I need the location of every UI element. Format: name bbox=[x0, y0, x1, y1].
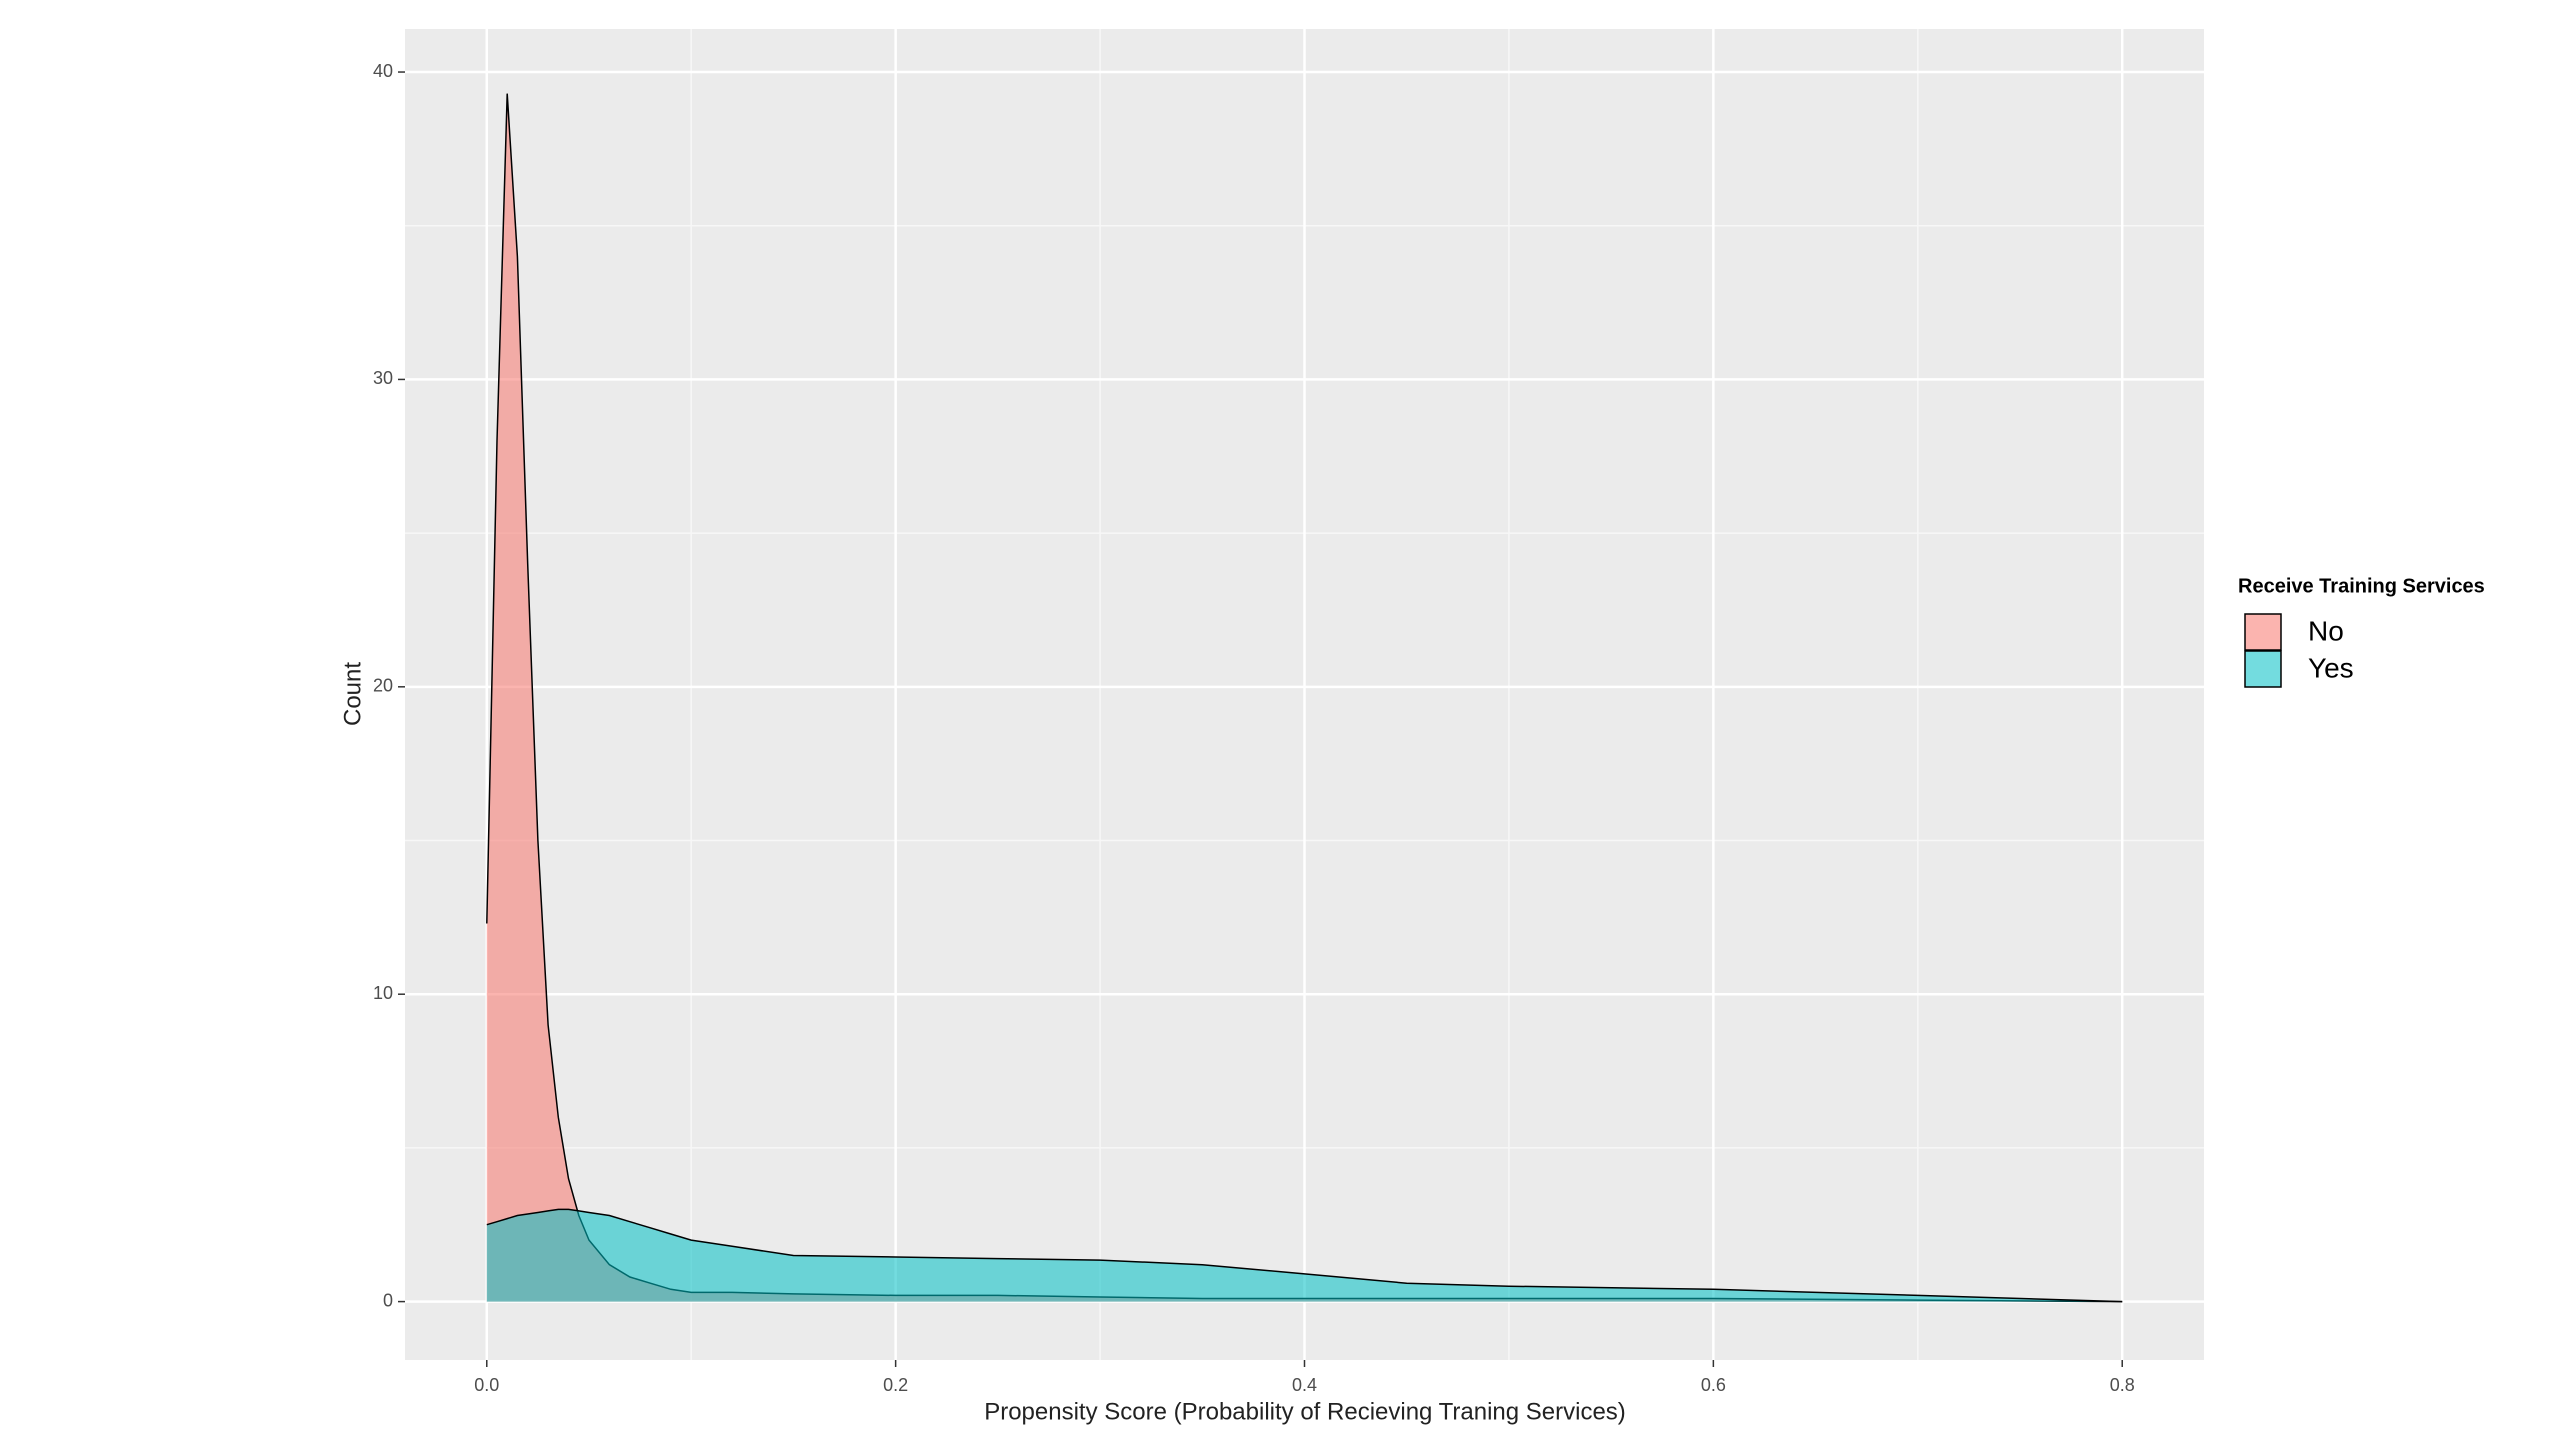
y-tick-label: 10 bbox=[373, 983, 393, 1003]
density-line bbox=[486, 1208, 2123, 1303]
y-tick-label: 40 bbox=[373, 61, 393, 81]
x-tick-label: 0.6 bbox=[1701, 1375, 1726, 1395]
areas bbox=[486, 93, 2123, 1303]
x-tick-label: 0.4 bbox=[1292, 1375, 1317, 1395]
x-tick-label: 0.0 bbox=[474, 1375, 499, 1395]
legend-key bbox=[2244, 650, 2282, 688]
x-tick-label: 0.8 bbox=[2110, 1375, 2135, 1395]
legend-label: No bbox=[2308, 615, 2344, 646]
legend-key bbox=[2244, 613, 2282, 651]
axes: 0.0 0.2 0.4 0.6 0.8 0 10 20 30 40 bbox=[373, 61, 2135, 1395]
legend-title: Receive Training Services bbox=[2238, 575, 2485, 597]
y-tick-label: 0 bbox=[383, 1290, 393, 1310]
x-axis-title: Propensity Score (Probability of Recievi… bbox=[984, 1398, 1626, 1425]
legend: No Yes bbox=[2244, 613, 2354, 688]
legend-label: Yes bbox=[2308, 652, 2354, 683]
density-fill bbox=[486, 1209, 2123, 1302]
y-tick-label: 20 bbox=[373, 676, 393, 696]
x-tick-label: 0.2 bbox=[883, 1375, 908, 1395]
y-axis-title: Count bbox=[339, 662, 366, 726]
y-tick-label: 30 bbox=[373, 368, 393, 388]
